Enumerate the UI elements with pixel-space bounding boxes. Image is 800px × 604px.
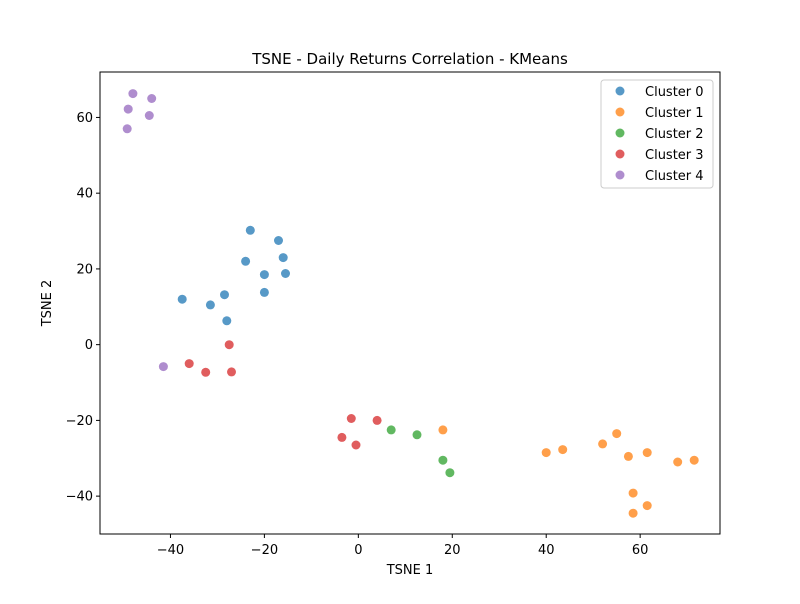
point-cluster-0-9 xyxy=(220,290,229,300)
point-cluster-1-9 xyxy=(628,488,638,498)
point-cluster-0-1 xyxy=(274,236,283,245)
plot-points-layer xyxy=(122,89,699,518)
point-cluster-4-0 xyxy=(128,89,138,99)
y-axis-ticks: −40 −20 0 20 40 60 xyxy=(66,111,100,505)
point-cluster-0-0 xyxy=(245,225,255,235)
legend-marker-cluster-0 xyxy=(615,86,625,96)
plot-frame xyxy=(99,71,721,535)
point-cluster-0-8 xyxy=(205,300,215,310)
point-cluster-0-2 xyxy=(241,256,251,266)
point-cluster-3-2 xyxy=(201,367,211,377)
legend-label-cluster-2: Cluster 2 xyxy=(645,127,704,142)
point-cluster-0-3 xyxy=(278,253,288,263)
y-tick-label: 0 xyxy=(85,338,93,353)
legend-item-cluster-0: Cluster 0 xyxy=(615,85,704,100)
point-cluster-4-3 xyxy=(144,111,154,120)
point-cluster-1-2 xyxy=(558,445,568,455)
point-cluster-2-1 xyxy=(412,430,422,440)
point-cluster-1-7 xyxy=(673,457,683,467)
point-cluster-1-8 xyxy=(689,455,699,465)
legend-item-cluster-4: Cluster 4 xyxy=(615,169,704,184)
point-cluster-1-11 xyxy=(628,508,638,518)
point-cluster-0-5 xyxy=(281,269,290,278)
point-cluster-1-6 xyxy=(642,448,652,458)
x-tick-label: 20 xyxy=(444,543,461,558)
point-cluster-3-3 xyxy=(227,367,236,377)
point-cluster-2-2 xyxy=(438,455,448,465)
point-cluster-3-5 xyxy=(372,415,382,425)
point-cluster-2-3 xyxy=(445,468,455,478)
x-tick-label: 0 xyxy=(354,543,362,558)
y-axis-label: TSNE 2 xyxy=(40,280,55,328)
point-cluster-4-1 xyxy=(147,94,157,103)
point-cluster-0-10 xyxy=(222,316,232,326)
legend-label-cluster-0: Cluster 0 xyxy=(645,85,704,100)
y-tick-label: 40 xyxy=(76,187,93,202)
legend-marker-cluster-4 xyxy=(615,170,625,180)
x-tick-label: −40 xyxy=(157,543,184,558)
point-cluster-3-7 xyxy=(351,440,361,450)
point-cluster-4-4 xyxy=(122,124,132,134)
point-cluster-0-4 xyxy=(259,270,269,280)
x-axis-label: TSNE 1 xyxy=(386,563,434,578)
legend-box xyxy=(600,79,714,189)
legend-item-cluster-2: Cluster 2 xyxy=(615,127,704,142)
y-tick-label: 20 xyxy=(76,262,93,277)
point-cluster-1-4 xyxy=(612,429,622,439)
point-cluster-4-2 xyxy=(123,104,133,114)
point-cluster-0-7 xyxy=(177,294,187,304)
chart-title: TSNE - Daily Returns Correlation - KMean… xyxy=(251,50,568,68)
legend-label-cluster-4: Cluster 4 xyxy=(645,169,704,184)
legend-marker-cluster-2 xyxy=(615,128,625,138)
point-cluster-1-10 xyxy=(642,501,652,511)
x-tick-label: −20 xyxy=(251,543,278,558)
point-cluster-0-6 xyxy=(259,287,269,297)
point-cluster-1-3 xyxy=(598,439,608,449)
legend-label-cluster-1: Cluster 1 xyxy=(645,106,704,121)
legend-item-cluster-1: Cluster 1 xyxy=(615,106,704,121)
x-tick-label: 40 xyxy=(538,543,555,558)
point-cluster-3-6 xyxy=(337,432,347,442)
point-cluster-4-5 xyxy=(158,362,168,372)
point-cluster-2-0 xyxy=(386,425,396,435)
legend-label-cluster-3: Cluster 3 xyxy=(645,148,704,163)
x-tick-label: 60 xyxy=(632,543,649,558)
legend: Cluster 0 Cluster 1 Cluster 2 Cluster 3 … xyxy=(600,79,714,189)
y-tick-label: 60 xyxy=(76,111,93,126)
point-cluster-1-5 xyxy=(623,451,633,461)
legend-item-cluster-3: Cluster 3 xyxy=(615,148,704,163)
point-cluster-1-1 xyxy=(541,448,551,458)
legend-marker-cluster-1 xyxy=(615,107,625,117)
legend-marker-cluster-3 xyxy=(615,149,625,159)
y-tick-label: −40 xyxy=(66,490,93,505)
point-cluster-3-0 xyxy=(224,340,234,350)
y-tick-label: −20 xyxy=(66,414,93,429)
x-axis-ticks: −40 −20 0 20 40 60 xyxy=(157,534,649,558)
point-cluster-3-4 xyxy=(346,414,356,423)
point-cluster-1-0 xyxy=(438,425,448,435)
point-cluster-3-1 xyxy=(184,359,194,369)
